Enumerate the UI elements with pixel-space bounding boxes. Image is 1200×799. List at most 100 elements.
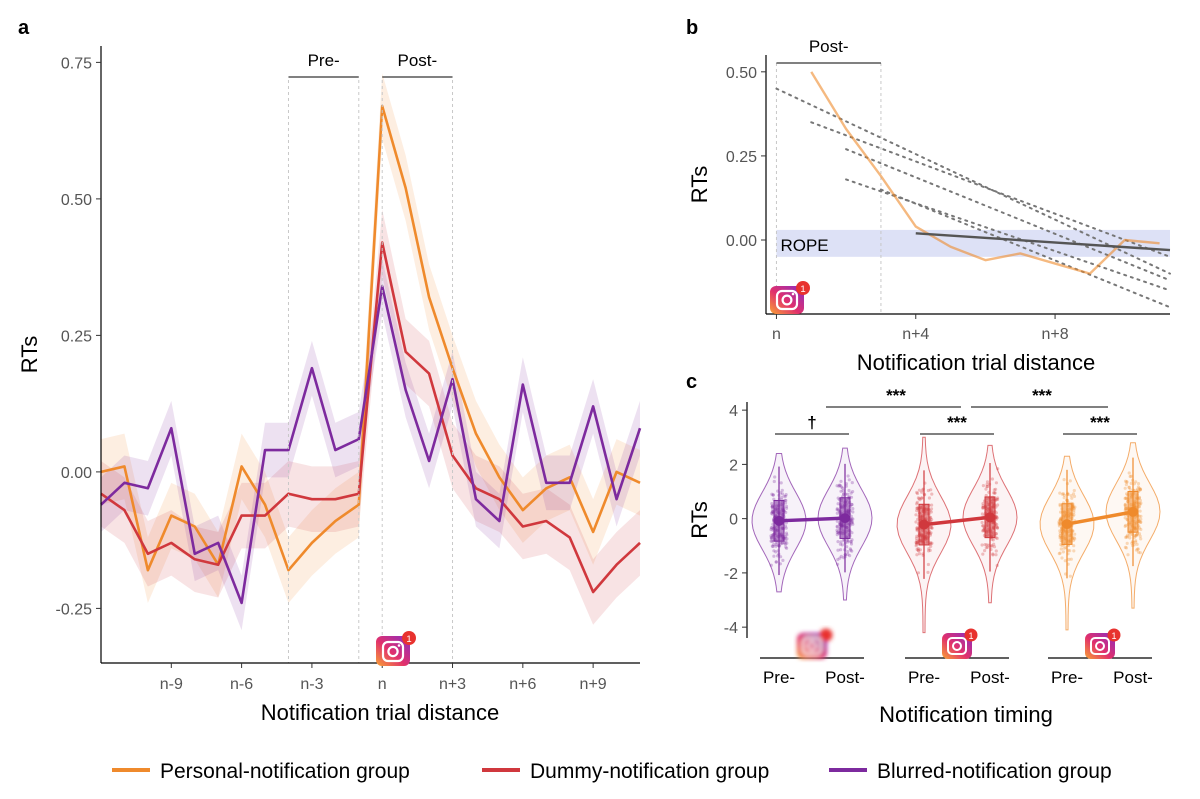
panel-c-category-label: Pre- bbox=[1051, 668, 1083, 687]
panel-c-point bbox=[783, 541, 787, 545]
panel-c-point bbox=[1071, 492, 1076, 496]
panel-c-point bbox=[1072, 544, 1076, 548]
panel-c-point bbox=[835, 525, 839, 529]
panel-c-point bbox=[915, 526, 919, 531]
panel-b-fit-line bbox=[915, 232, 1171, 252]
panel-c-point bbox=[994, 515, 999, 519]
panel-c-point bbox=[1138, 488, 1142, 492]
instagram-notification-icon: 1 bbox=[1085, 628, 1121, 659]
panel-c-point bbox=[780, 492, 785, 496]
panel-c-point bbox=[994, 511, 999, 515]
panel-c-point bbox=[1068, 549, 1072, 553]
panel-c-point bbox=[990, 544, 994, 548]
panel-c-point bbox=[1136, 485, 1140, 489]
panel-c-point bbox=[917, 488, 922, 492]
panel-c-point bbox=[835, 524, 839, 528]
panel-c-point bbox=[985, 480, 990, 484]
panel-c-point bbox=[1133, 533, 1137, 537]
panel-c-point bbox=[771, 493, 775, 497]
panel-c-point bbox=[986, 484, 990, 489]
panel-c-point bbox=[1058, 518, 1062, 522]
panel-c-point bbox=[772, 542, 776, 547]
panel-a-series-2 bbox=[100, 284, 642, 605]
panel-c-point bbox=[837, 484, 841, 488]
panel-b-dotted-fit-4 bbox=[879, 188, 1171, 309]
panel-c-point bbox=[1136, 547, 1140, 551]
panel-b-x-tick-label: n+4 bbox=[902, 326, 929, 343]
panel-a-x-tick-label: n+9 bbox=[580, 676, 607, 693]
panel-c-point bbox=[920, 496, 924, 500]
panel-b-x-tick-label: n bbox=[772, 326, 781, 343]
panel-c-point bbox=[836, 496, 840, 500]
panel-b-dotted-fit-0 bbox=[775, 87, 1171, 275]
panel-c-point bbox=[930, 518, 934, 522]
panel-c-point bbox=[1072, 513, 1076, 517]
panel-b-dotted-fit-2 bbox=[845, 148, 1171, 282]
panel-c-point bbox=[928, 533, 933, 537]
panel-c-point bbox=[1124, 496, 1129, 501]
panel-c-point bbox=[1136, 547, 1140, 551]
panel-c-point bbox=[851, 522, 855, 526]
panel-c-point bbox=[841, 489, 845, 493]
panel-c-violin-chart: Pre- Post- † Pre- Post- *** 1 Pre- Post- *** 1 *** *… bbox=[687, 386, 1161, 727]
panel-a-line-2 bbox=[100, 284, 642, 605]
panel-c-point bbox=[1124, 546, 1128, 550]
panel-c-point bbox=[1058, 551, 1062, 555]
panel-c-point bbox=[835, 519, 839, 523]
panel-c-point bbox=[1132, 482, 1136, 486]
panel-c-point bbox=[995, 526, 1000, 530]
panel-c-point bbox=[1058, 518, 1062, 522]
panel-c-point bbox=[769, 534, 773, 538]
panel-c-point bbox=[1137, 496, 1141, 500]
panel-c-point bbox=[996, 497, 1000, 502]
panel-c-point bbox=[1060, 556, 1064, 560]
panel-c-point bbox=[836, 530, 840, 534]
panel-c-point bbox=[1063, 559, 1067, 563]
icon-badge-count: 1 bbox=[1111, 631, 1116, 641]
panel-c-point bbox=[835, 484, 839, 488]
panel-a-y-tick-label: 0.25 bbox=[61, 328, 92, 345]
panel-c-point bbox=[851, 510, 855, 514]
panel-c-point bbox=[1134, 533, 1138, 537]
panel-c-point bbox=[930, 503, 934, 507]
panel-c-point bbox=[990, 537, 994, 541]
panel-c-point bbox=[915, 502, 919, 506]
panel-c-point bbox=[930, 526, 934, 530]
panel-c-point bbox=[994, 553, 998, 557]
panel-c-point bbox=[981, 484, 986, 488]
panel-c-point bbox=[1123, 496, 1127, 501]
panel-c-point bbox=[915, 526, 919, 530]
panel-c-point bbox=[1124, 483, 1128, 487]
panel-b-y-tick-label: 0.50 bbox=[726, 65, 757, 82]
panel-c-category-label: Post- bbox=[825, 668, 865, 687]
panel-c-point bbox=[774, 560, 778, 564]
panel-c-point bbox=[1125, 480, 1129, 484]
panel-c-point bbox=[1136, 550, 1141, 554]
panel-c-point bbox=[1061, 550, 1065, 554]
panel-c-point bbox=[1072, 536, 1076, 540]
panel-c-point bbox=[915, 490, 919, 495]
instagram-notification-icon: 1 bbox=[942, 628, 978, 659]
panel-b-x-axis-title: Notification trial distance bbox=[857, 350, 1095, 375]
panel-c-point bbox=[1058, 531, 1062, 536]
panel-c-point bbox=[929, 488, 933, 492]
panel-c-point bbox=[1057, 524, 1061, 528]
panel-c-point bbox=[844, 482, 849, 486]
panel-c-point bbox=[783, 542, 788, 546]
panel-c-mean-point bbox=[919, 519, 929, 530]
panel-c-point bbox=[780, 495, 784, 500]
panel-letter-c: c bbox=[686, 371, 697, 393]
panel-b-rope-label: ROPE bbox=[780, 236, 828, 255]
panel-c-point bbox=[840, 543, 844, 547]
panel-c-point bbox=[994, 497, 999, 501]
panel-c-mean-point bbox=[985, 512, 995, 523]
panel-c-point bbox=[1057, 552, 1061, 556]
panel-c-point bbox=[836, 548, 840, 552]
panel-c-point bbox=[850, 549, 854, 553]
panel-c-point bbox=[915, 534, 919, 538]
panel-c-point bbox=[927, 549, 931, 553]
panel-a-y-tick-label: -0.25 bbox=[56, 601, 93, 618]
panel-c-point bbox=[926, 562, 931, 567]
panel-b-rope-band bbox=[776, 229, 1170, 257]
panel-c-point bbox=[839, 485, 844, 489]
